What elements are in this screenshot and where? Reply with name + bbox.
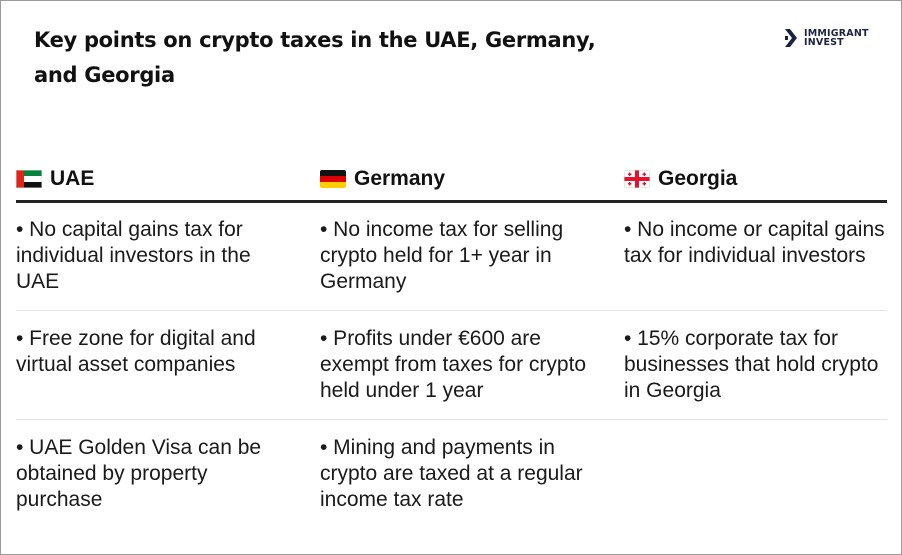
brand-logo: IMMIGRANT INVEST — [785, 27, 869, 49]
table-cell-uae: • No capital gains tax for individual in… — [16, 218, 251, 293]
table-cell-uae: • Free zone for digital and virtual asse… — [16, 327, 256, 376]
uae-flag-icon — [16, 170, 42, 188]
table-row: • UAE Golden Visa can be obtained by pro… — [16, 435, 887, 529]
column-header-germany: Germany — [320, 159, 445, 199]
column-header-georgia: Georgia — [624, 159, 737, 199]
column-header-label: Georgia — [658, 167, 738, 190]
table-cell-georgia: • No income or capital gains tax for ind… — [624, 218, 885, 267]
page-title: Key points on crypto taxes in the UAE, G… — [34, 28, 596, 87]
georgia-flag-icon — [624, 170, 650, 188]
table-cell-georgia: • 15% corporate tax for businesses that … — [624, 327, 879, 402]
chevron-logo-icon — [785, 29, 797, 47]
table-cell-germany: • Mining and payments in crypto are taxe… — [320, 436, 583, 511]
column-header-label: Germany — [354, 167, 446, 190]
column-header-label: UAE — [50, 167, 95, 190]
table-cell-germany: • Profits under €600 are exempt from tax… — [320, 327, 587, 402]
table-header: UAE Germany — [16, 159, 887, 203]
table-row: • No capital gains tax for individual in… — [16, 217, 887, 311]
table-cell-germany: • No income tax for selling crypto held … — [320, 218, 564, 293]
table-row: • Free zone for digital and virtual asse… — [16, 326, 887, 420]
logo-text-line1: IMMIGRANT — [804, 28, 869, 39]
table-cell-uae: • UAE Golden Visa can be obtained by pro… — [16, 436, 262, 511]
germany-flag-icon — [320, 170, 346, 188]
column-header-uae: UAE — [16, 159, 94, 199]
logo-text-line2: INVEST — [804, 37, 844, 48]
